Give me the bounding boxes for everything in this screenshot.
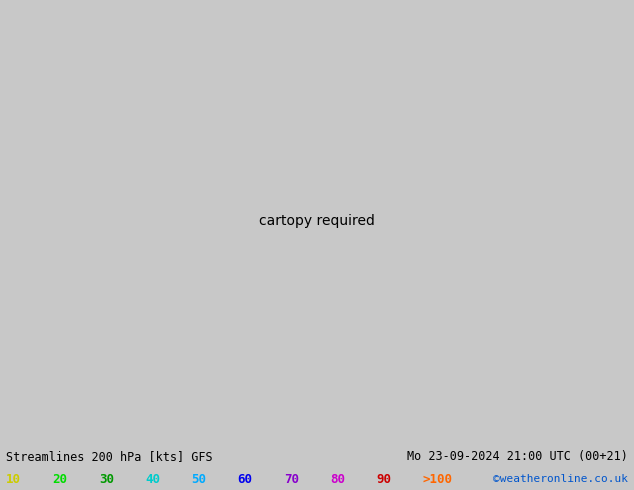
Text: >100: >100 [423,473,453,486]
Text: 60: 60 [238,473,253,486]
Text: 40: 40 [145,473,160,486]
Text: 70: 70 [284,473,299,486]
Text: 50: 50 [191,473,207,486]
Text: 10: 10 [6,473,22,486]
Text: Mo 23-09-2024 21:00 UTC (00+21): Mo 23-09-2024 21:00 UTC (00+21) [407,450,628,463]
Text: 80: 80 [330,473,346,486]
Text: Streamlines 200 hPa [kts] GFS: Streamlines 200 hPa [kts] GFS [6,450,213,463]
Text: ©weatheronline.co.uk: ©weatheronline.co.uk [493,474,628,484]
Text: 20: 20 [53,473,68,486]
Text: 90: 90 [377,473,392,486]
Text: 30: 30 [99,473,114,486]
Text: cartopy required: cartopy required [259,214,375,227]
